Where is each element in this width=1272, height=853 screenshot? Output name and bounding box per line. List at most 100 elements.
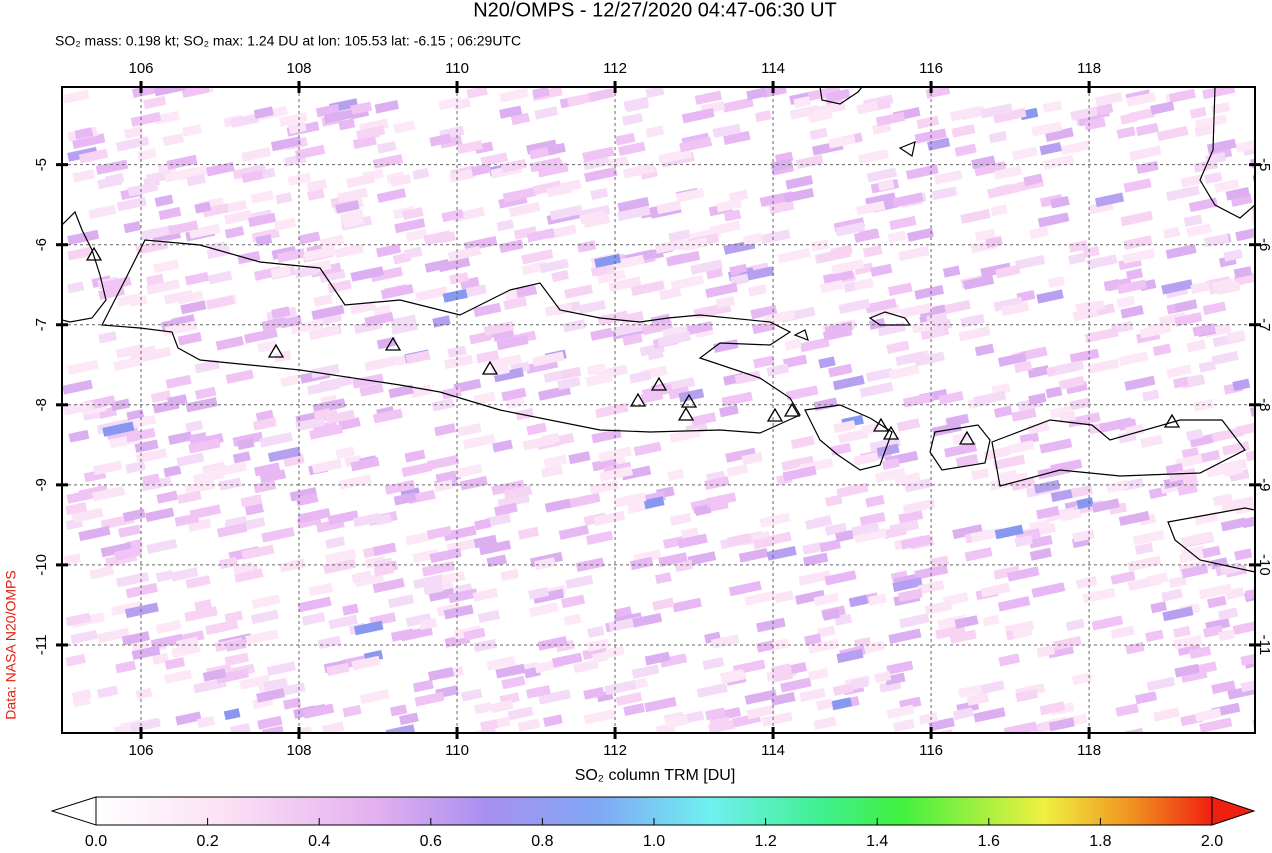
so2-pixel bbox=[1240, 650, 1255, 666]
so2-pixel bbox=[998, 653, 1021, 667]
so2-pixel bbox=[306, 179, 328, 192]
so2-pixel bbox=[188, 223, 221, 239]
so2-pixel bbox=[558, 524, 590, 540]
so2-pixel bbox=[1048, 717, 1075, 732]
so2-pixel bbox=[1120, 305, 1144, 319]
so2-pixel bbox=[702, 657, 725, 671]
so2-pixel bbox=[131, 645, 161, 661]
so2-pixel bbox=[958, 326, 991, 342]
so2-pixel bbox=[70, 629, 98, 645]
so2-pixel bbox=[74, 127, 94, 140]
so2-pixel bbox=[1036, 645, 1056, 658]
so2-pixel bbox=[123, 221, 142, 234]
title: N20/OMPS - 12/27/2020 04:47-06:30 UT bbox=[473, 0, 837, 21]
so2-pixel bbox=[833, 420, 856, 434]
so2-pixel bbox=[115, 660, 137, 674]
so2-pixel bbox=[194, 201, 212, 214]
so2-pixel bbox=[866, 167, 898, 183]
so2-pixel bbox=[495, 663, 526, 679]
so2-pixel bbox=[1192, 323, 1216, 337]
so2-pixel bbox=[709, 707, 742, 723]
so2-pixel bbox=[990, 204, 1008, 217]
so2-pixel bbox=[1045, 127, 1074, 142]
so2-pixel bbox=[888, 364, 920, 380]
so2-pixel bbox=[687, 551, 717, 566]
so2-pixel bbox=[933, 170, 963, 185]
so2-pixel bbox=[943, 442, 978, 458]
so2-pixel bbox=[432, 315, 451, 328]
so2-pixel bbox=[563, 613, 582, 626]
so2-pixel bbox=[1186, 374, 1204, 387]
so2-pixel bbox=[500, 568, 519, 582]
so2-pixel bbox=[882, 525, 908, 540]
so2-pixel bbox=[898, 509, 924, 524]
so2-pixel bbox=[1045, 386, 1063, 399]
so2-pixel bbox=[1194, 124, 1216, 138]
so2-pixel bbox=[441, 208, 464, 223]
so2-pixel bbox=[1235, 137, 1255, 153]
so2-pixel bbox=[66, 489, 94, 504]
so2-pixel bbox=[935, 729, 954, 733]
so2-pixel bbox=[1120, 112, 1138, 125]
so2-pixel bbox=[1095, 92, 1123, 107]
so2-pixel bbox=[154, 194, 174, 207]
so2-pixel bbox=[1245, 587, 1255, 600]
so2-pixel bbox=[448, 588, 478, 604]
so2-pixel bbox=[1086, 254, 1118, 270]
so2-pixel bbox=[288, 121, 307, 135]
so2-pixel bbox=[163, 465, 182, 478]
so2-pixel bbox=[583, 709, 616, 725]
so2-pixel bbox=[1153, 707, 1180, 722]
so2-pixel bbox=[1076, 497, 1094, 510]
so2-pixel bbox=[643, 496, 665, 510]
colorbar-tick-label: 0.0 bbox=[85, 833, 107, 850]
so2-pixel bbox=[892, 192, 924, 208]
so2-pixel bbox=[727, 533, 751, 547]
so2-pixel bbox=[342, 704, 362, 718]
so2-pixel bbox=[756, 617, 786, 633]
so2-pixel bbox=[824, 494, 843, 507]
lon-tick-label: 108 bbox=[287, 60, 312, 77]
lon-tick-label: 108 bbox=[287, 742, 312, 759]
so2-pixel bbox=[164, 657, 186, 670]
so2-pixel bbox=[493, 367, 525, 383]
so2-pixel bbox=[390, 320, 418, 335]
coastline-bali bbox=[804, 404, 893, 471]
so2-pixel bbox=[1168, 88, 1196, 103]
so2-pixel bbox=[302, 703, 335, 719]
so2-pixel bbox=[104, 172, 125, 186]
so2-pixel bbox=[766, 363, 790, 377]
so2-pixel bbox=[960, 208, 991, 224]
so2-pixel bbox=[1206, 462, 1238, 478]
so2-pixel bbox=[645, 87, 665, 99]
so2-pixel bbox=[818, 247, 851, 264]
so2-pixel bbox=[560, 366, 582, 380]
so2-pixel bbox=[1039, 701, 1066, 716]
so2-pixel bbox=[534, 557, 556, 571]
so2-pixel bbox=[889, 215, 917, 231]
so2-pixel bbox=[761, 711, 793, 727]
so2-pixel bbox=[342, 603, 359, 616]
so2-pixel bbox=[290, 319, 324, 335]
so2-pixel bbox=[644, 651, 671, 666]
so2-pixel bbox=[63, 553, 82, 566]
so2-pixel bbox=[1194, 114, 1228, 130]
lon-tick-label: 118 bbox=[1077, 60, 1101, 77]
so2-pixel bbox=[770, 158, 793, 172]
so2-pixel bbox=[750, 304, 778, 320]
so2-pixel bbox=[315, 103, 340, 118]
so2-pixel bbox=[584, 166, 618, 183]
so2-pixel bbox=[275, 192, 293, 205]
so2-pixel bbox=[97, 627, 130, 644]
so2-pixel bbox=[756, 640, 774, 653]
so2-pixel bbox=[1181, 564, 1209, 579]
so2-pixel bbox=[181, 87, 210, 98]
so2-pixel bbox=[250, 609, 279, 625]
so2-pixel bbox=[704, 476, 730, 490]
so2-pixel bbox=[669, 512, 692, 526]
so2-pixel bbox=[822, 269, 854, 285]
so2-pixel bbox=[184, 479, 216, 495]
so2-pixel bbox=[1206, 138, 1237, 154]
so2-pixel bbox=[313, 294, 333, 307]
so2-pixel bbox=[438, 96, 463, 111]
